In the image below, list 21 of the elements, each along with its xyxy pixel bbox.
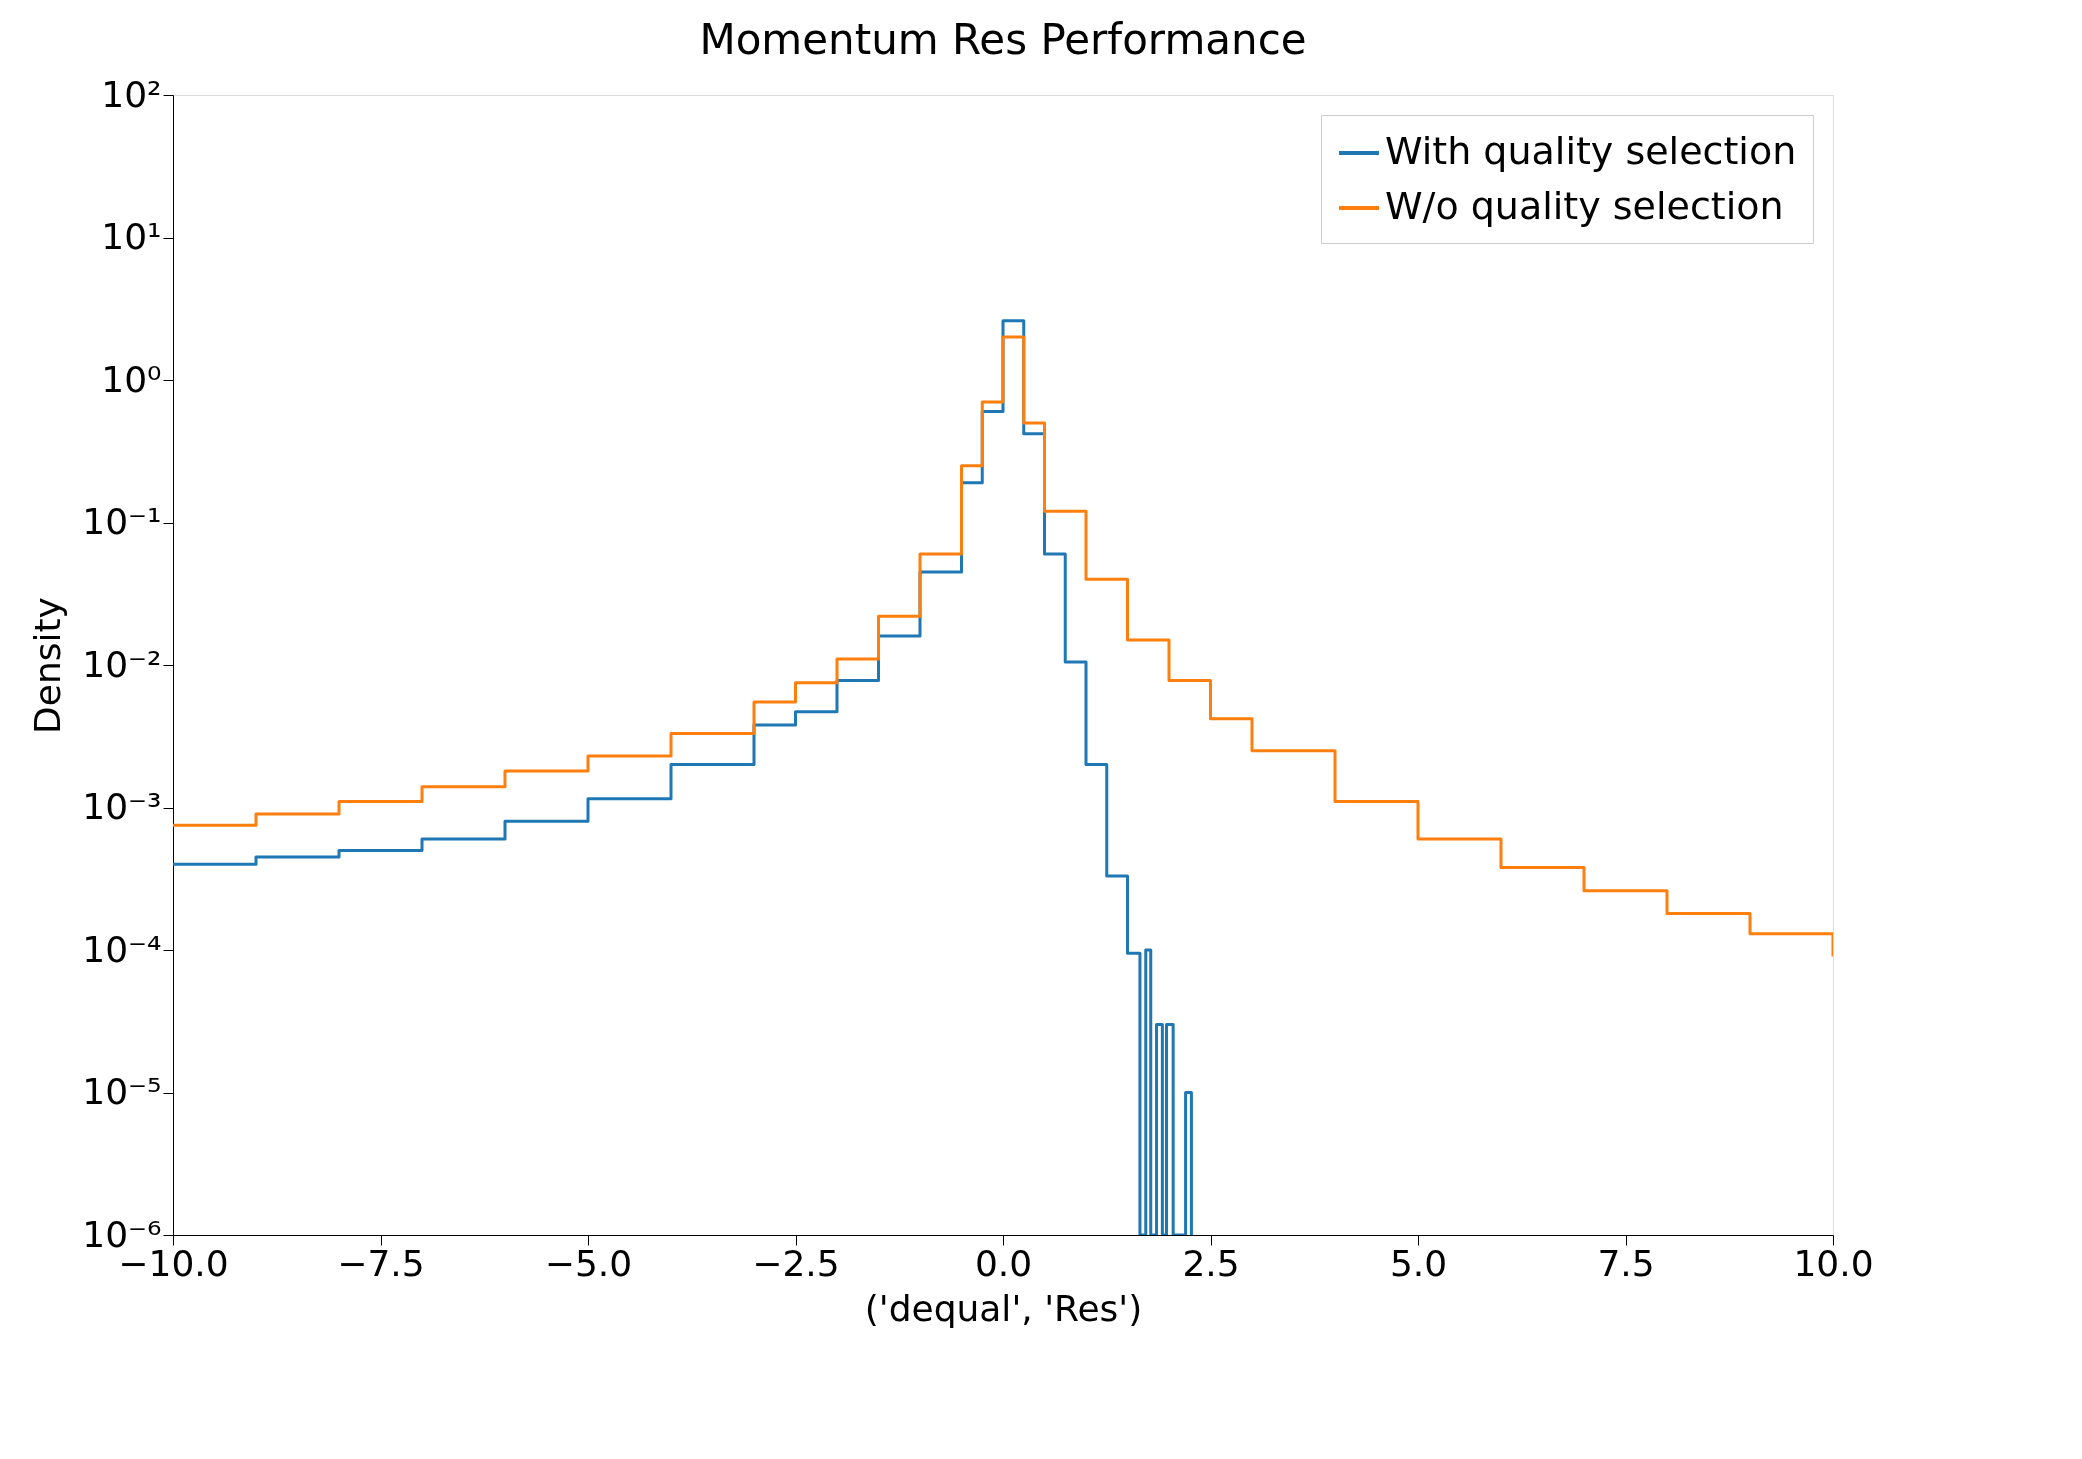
x-tick-label: 10.0 (1793, 1242, 1874, 1284)
x-tick-label: 0.0 (974, 1242, 1033, 1284)
y-tick-label: 10¹ (101, 216, 162, 257)
y-tick-label: 10⁻² (82, 643, 162, 685)
x-axis-title: ('dequal', 'Res') (864, 1287, 1143, 1329)
x-tick-label: −7.5 (337, 1242, 425, 1284)
y-tick-label: 10⁻⁴ (82, 928, 162, 970)
y-tick-label: 10² (101, 73, 162, 115)
x-tick-label: −5.0 (544, 1242, 633, 1284)
legend-label: W/o quality selection (1385, 184, 1784, 228)
x-tick-label: 7.5 (1597, 1242, 1655, 1284)
x-tick-label: −2.5 (752, 1242, 840, 1284)
chart-title: Momentum Res Performance (699, 15, 1307, 64)
y-axis-title: Density (27, 597, 69, 734)
legend-label: With quality selection (1385, 129, 1797, 173)
y-tick-label: 10⁻⁵ (82, 1071, 162, 1112)
x-tick-label: 5.0 (1389, 1242, 1448, 1284)
y-tick-label: 10⁻³ (82, 786, 162, 827)
y-tick-label: 10⁰ (101, 358, 162, 400)
x-tick-label: 2.5 (1182, 1242, 1240, 1284)
y-tick-label: 10⁻¹ (82, 501, 162, 542)
